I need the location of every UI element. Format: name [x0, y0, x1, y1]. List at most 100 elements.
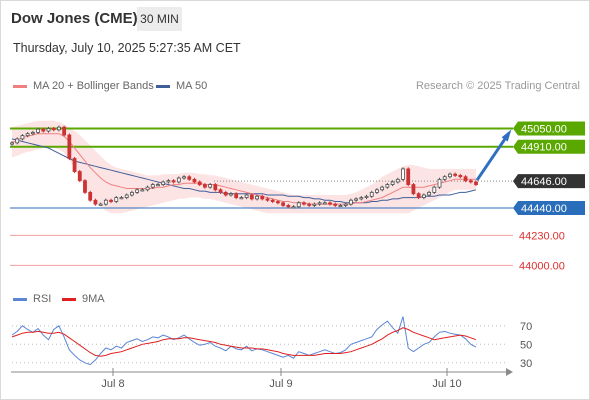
- candle: [46, 128, 51, 132]
- timeframe-badge[interactable]: 30 MIN: [137, 7, 182, 31]
- candle: [270, 199, 275, 202]
- candle: [322, 202, 327, 205]
- legend-ma50-swatch: [156, 84, 170, 88]
- legend-rsi-swatch: [13, 297, 27, 301]
- candle: [213, 184, 218, 191]
- candle: [380, 186, 385, 191]
- chart-title: Dow Jones (CME): [11, 10, 138, 27]
- candle: [474, 181, 478, 185]
- rsi-tick-label: 50: [520, 339, 532, 351]
- candle: [328, 202, 332, 205]
- candle: [286, 205, 291, 208]
- candle: [15, 138, 20, 144]
- candle: [291, 206, 296, 209]
- candle: [317, 202, 322, 205]
- credit-text: Research © 2025 Trading Central: [415, 80, 580, 92]
- candle: [176, 177, 181, 183]
- candle: [161, 181, 166, 185]
- candle: [62, 126, 67, 136]
- candle: [51, 128, 56, 131]
- legend-rsi-ma-swatch: [62, 297, 76, 301]
- candle: [156, 184, 160, 187]
- rsi-tick-label: 70: [520, 321, 532, 333]
- candle: [302, 202, 306, 205]
- candle: [354, 198, 358, 201]
- candle: [249, 194, 254, 200]
- forecast-arrow-head: [501, 129, 512, 142]
- candle: [114, 197, 119, 202]
- candle: [41, 128, 46, 132]
- candle: [77, 171, 82, 182]
- candle: [453, 173, 458, 176]
- candle: [182, 176, 186, 179]
- candle: [265, 198, 270, 201]
- legend-rsi: RSI: [13, 293, 51, 305]
- x-axis-arrow: [506, 368, 513, 376]
- candle: [30, 131, 35, 135]
- price-tag-box: [513, 121, 585, 136]
- candle: [223, 191, 228, 196]
- candle: [140, 189, 145, 192]
- legend-rsi-ma: 9MA: [62, 293, 105, 305]
- candle: [103, 199, 108, 205]
- candle: [312, 203, 317, 206]
- rsi-ma-line: [11, 327, 477, 357]
- legend-ma20-swatch: [13, 84, 27, 88]
- candle: [333, 203, 338, 206]
- legend-ma20: MA 20 + Bollinger Bands: [13, 80, 154, 92]
- x-tick-label: Jul 10: [432, 378, 461, 390]
- candle: [348, 199, 353, 205]
- legend-ma50: MA 50: [156, 80, 207, 92]
- candle: [260, 195, 265, 200]
- candle: [119, 197, 124, 200]
- candle: [218, 189, 223, 193]
- candle: [390, 181, 395, 185]
- candle: [411, 184, 416, 195]
- bollinger-band: [12, 120, 476, 214]
- candle: [307, 203, 312, 206]
- candle: [98, 203, 103, 206]
- candle: [432, 186, 437, 193]
- legend-rsi-ma-label: 9MA: [82, 293, 105, 305]
- candle: [234, 193, 239, 199]
- candle: [25, 133, 30, 137]
- ma20-line: [11, 133, 476, 205]
- candle: [36, 128, 40, 133]
- candle: [171, 180, 176, 183]
- forecast-arrow: [475, 133, 510, 182]
- candle: [458, 175, 463, 178]
- candle: [150, 184, 155, 188]
- candle: [109, 199, 113, 202]
- ma50-line: [11, 138, 477, 204]
- candle: [20, 135, 25, 140]
- candle: [202, 184, 207, 188]
- candle: [275, 201, 280, 204]
- candle: [401, 168, 405, 180]
- candle: [192, 178, 197, 183]
- candle: [359, 197, 364, 200]
- candle: [369, 191, 374, 197]
- legend-ma50-label: MA 50: [176, 80, 208, 92]
- x-tick-label: Jul 9: [269, 378, 292, 390]
- rsi-line: [11, 316, 477, 366]
- candle: [67, 134, 72, 159]
- candle: [364, 195, 369, 199]
- candle: [416, 193, 421, 199]
- candle: [296, 202, 301, 208]
- price-tag-label: 44646.00: [521, 176, 567, 188]
- candle: [57, 126, 61, 131]
- candle: [343, 203, 348, 206]
- candle: [10, 142, 14, 145]
- candle: [239, 197, 244, 200]
- legend-ma20-label: MA 20 + Bollinger Bands: [33, 80, 154, 92]
- candle: [421, 194, 426, 199]
- candle: [130, 191, 134, 196]
- price-tag-label: 44440.00: [521, 203, 567, 215]
- price-tag-label: 44230.00: [519, 230, 565, 242]
- candle: [406, 168, 411, 185]
- x-tick-label: Jul 8: [101, 378, 124, 390]
- candle: [255, 195, 259, 200]
- candle: [208, 184, 213, 188]
- price-tag-box: [513, 139, 585, 154]
